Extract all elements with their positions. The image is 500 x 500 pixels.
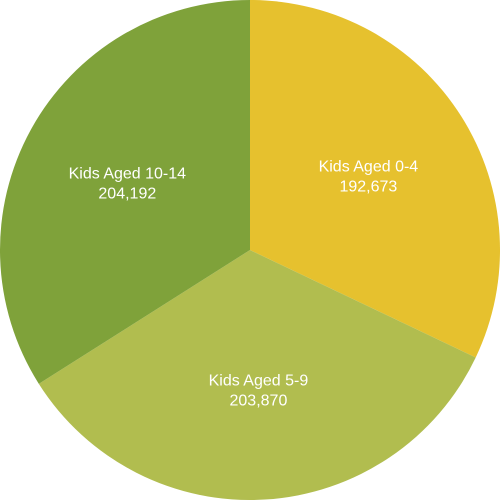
slice-value-kids-aged-0-4: 192,673 <box>339 178 397 195</box>
pie-slice-kids-aged-5-9 <box>38 250 476 500</box>
pie-slice-kids-aged-0-4 <box>250 0 500 358</box>
slice-label-kids-aged-10-14: Kids Aged 10-14 <box>69 166 187 183</box>
slice-label-kids-aged-5-9: Kids Aged 5-9 <box>209 373 309 390</box>
slice-label-kids-aged-0-4: Kids Aged 0-4 <box>319 158 419 175</box>
labels-layer: Kids Aged 0-4 192,673 Kids Aged 5-9 203,870… <box>69 158 419 409</box>
pie-slice-kids-aged-10-14 <box>0 0 250 384</box>
slice-value-kids-aged-10-14: 204,192 <box>98 186 156 203</box>
slice-value-kids-aged-5-9: 203,870 <box>230 393 288 410</box>
